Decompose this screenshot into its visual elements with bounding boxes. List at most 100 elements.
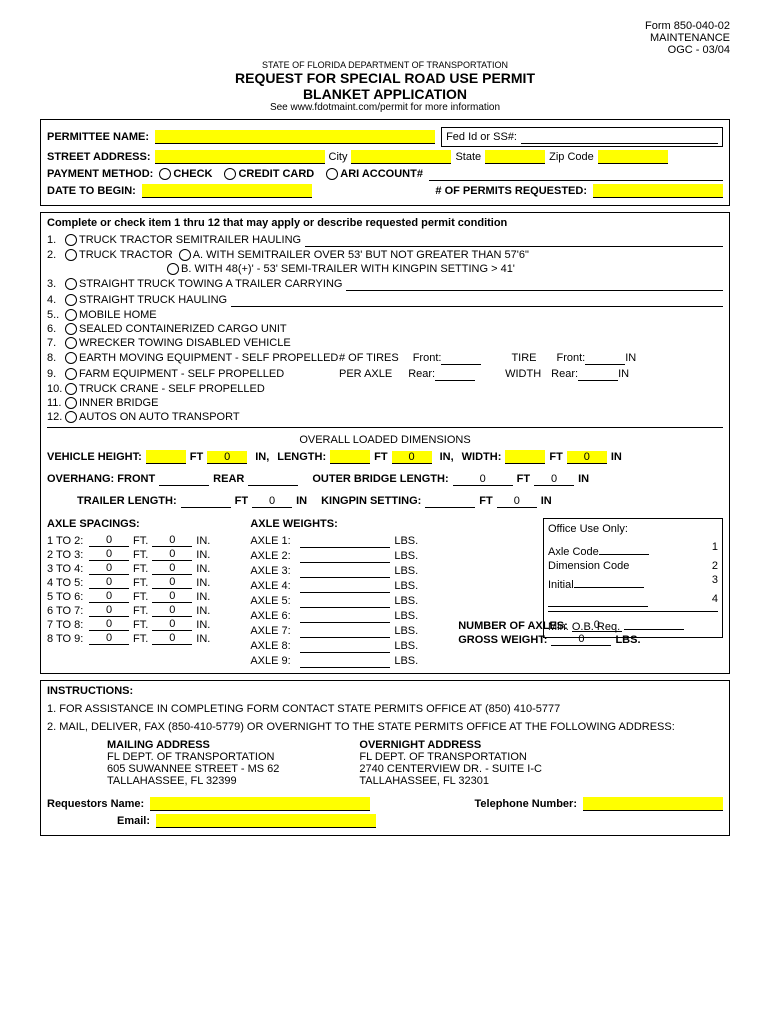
item8-radio[interactable] <box>65 352 77 364</box>
sp-ft-1[interactable]: 0 <box>89 548 129 561</box>
wt-u-5: LBS. <box>394 610 418 622</box>
wt-val-5[interactable] <box>300 609 390 623</box>
sp-ft-5[interactable]: 0 <box>89 604 129 617</box>
wt-val-8[interactable] <box>300 654 390 668</box>
item2b-radio[interactable] <box>167 263 179 275</box>
sp-in-7[interactable]: 0 <box>152 632 192 645</box>
item4-radio[interactable] <box>65 294 77 306</box>
ft4: FT <box>517 473 530 485</box>
ari-input[interactable] <box>429 167 723 181</box>
section-instructions: INSTRUCTIONS: 1. FOR ASSISTANCE IN COMPL… <box>40 680 730 836</box>
item1-input[interactable] <box>305 233 723 247</box>
state-input[interactable] <box>485 150 545 164</box>
ari-radio[interactable] <box>326 168 338 180</box>
length-ft[interactable] <box>330 450 370 464</box>
front-label: Front: <box>413 352 442 364</box>
tires-label: # OF TIRES <box>339 352 399 364</box>
dims-title: OVERALL LOADED DIMENSIONS <box>47 434 723 446</box>
blank-input[interactable] <box>548 593 648 607</box>
tire-front[interactable] <box>585 351 625 365</box>
tires-rear[interactable] <box>435 367 475 381</box>
rear2-label: REAR <box>213 473 244 485</box>
item11-radio[interactable] <box>65 397 77 409</box>
numaxles[interactable]: 0 <box>572 619 622 632</box>
zip-input[interactable] <box>598 150 668 164</box>
trailer-in[interactable]: 0 <box>252 495 292 508</box>
header: STATE OF FLORIDA DEPARTMENT OF TRANSPORT… <box>40 60 730 113</box>
department: STATE OF FLORIDA DEPARTMENT OF TRANSPORT… <box>40 60 730 70</box>
tires-front[interactable] <box>441 351 481 365</box>
kingpin-ft[interactable] <box>425 494 475 508</box>
overhang-front[interactable] <box>159 472 209 486</box>
axle-spacings: AXLE SPACINGS: 1 TO 2:0FT.0IN.2 TO 3:0FT… <box>47 518 210 669</box>
axlecode-input[interactable] <box>599 541 649 555</box>
wt-val-6[interactable] <box>300 624 390 638</box>
initial-input[interactable] <box>574 574 644 588</box>
fedid-input[interactable] <box>521 130 718 144</box>
credit-radio[interactable] <box>224 168 236 180</box>
item2-radio[interactable] <box>65 249 77 261</box>
on2: 2 <box>712 560 718 572</box>
sp-in-1[interactable]: 0 <box>152 548 192 561</box>
item9-radio[interactable] <box>65 368 77 380</box>
sp-in-5[interactable]: 0 <box>152 604 192 617</box>
city-input[interactable] <box>351 150 451 164</box>
wt-val-0[interactable] <box>300 534 390 548</box>
item10-radio[interactable] <box>65 383 77 395</box>
sp-in-3[interactable]: 0 <box>152 576 192 589</box>
item6-radio[interactable] <box>65 323 77 335</box>
permits-input[interactable] <box>593 184 723 198</box>
sp-label-3: 4 TO 5: <box>47 577 89 589</box>
wt-val-7[interactable] <box>300 639 390 653</box>
sp-in-0[interactable]: 0 <box>152 534 192 547</box>
wt-label-6: AXLE 7: <box>250 625 300 637</box>
office-title: Office Use Only: <box>548 523 718 535</box>
permittee-input[interactable] <box>155 130 435 144</box>
item3-radio[interactable] <box>65 278 77 290</box>
wt-val-1[interactable] <box>300 549 390 563</box>
sp-in-6[interactable]: 0 <box>152 618 192 631</box>
item12-radio[interactable] <box>65 411 77 423</box>
sp-ft-6[interactable]: 0 <box>89 618 129 631</box>
width-ft[interactable] <box>505 450 545 464</box>
item1-radio[interactable] <box>65 234 77 246</box>
vheight-ft[interactable] <box>146 450 186 464</box>
sp-ft-4[interactable]: 0 <box>89 590 129 603</box>
item3-input[interactable] <box>346 277 723 291</box>
vheight-in[interactable]: 0 <box>207 451 247 464</box>
wt-val-2[interactable] <box>300 564 390 578</box>
length-in[interactable]: 0 <box>392 451 432 464</box>
tire-rear[interactable] <box>578 367 618 381</box>
sp-inu-0: IN. <box>196 535 210 547</box>
gross[interactable]: 0 <box>551 633 611 646</box>
wt-val-3[interactable] <box>300 579 390 593</box>
trailer-ft[interactable] <box>181 494 231 508</box>
email-input[interactable] <box>156 814 376 828</box>
item5-radio[interactable] <box>65 309 77 321</box>
sp-ft-3[interactable]: 0 <box>89 576 129 589</box>
obl-ft[interactable]: 0 <box>453 473 513 486</box>
item4-input[interactable] <box>231 293 723 307</box>
width-in[interactable]: 0 <box>567 451 607 464</box>
sp-in-2[interactable]: 0 <box>152 562 192 575</box>
sp-ftu-1: FT. <box>133 549 148 561</box>
tel-input[interactable] <box>583 797 723 811</box>
street-input[interactable] <box>155 150 325 164</box>
item2a-radio[interactable] <box>179 249 191 261</box>
check-radio[interactable] <box>159 168 171 180</box>
begin-input[interactable] <box>142 184 312 198</box>
kingpin-in[interactable]: 0 <box>497 495 537 508</box>
obl-in[interactable]: 0 <box>534 473 574 486</box>
sp-ft-7[interactable]: 0 <box>89 632 129 645</box>
overhang-rear[interactable] <box>248 472 298 486</box>
n5: 5.. <box>47 309 65 321</box>
sp-in-4[interactable]: 0 <box>152 590 192 603</box>
wt-val-4[interactable] <box>300 594 390 608</box>
sp-label-0: 1 TO 2: <box>47 535 89 547</box>
sp-ft-0[interactable]: 0 <box>89 534 129 547</box>
item7-radio[interactable] <box>65 337 77 349</box>
sp-ftu-6: FT. <box>133 619 148 631</box>
req-input[interactable] <box>150 797 370 811</box>
sp-ft-2[interactable]: 0 <box>89 562 129 575</box>
n11: 11. <box>47 397 65 409</box>
